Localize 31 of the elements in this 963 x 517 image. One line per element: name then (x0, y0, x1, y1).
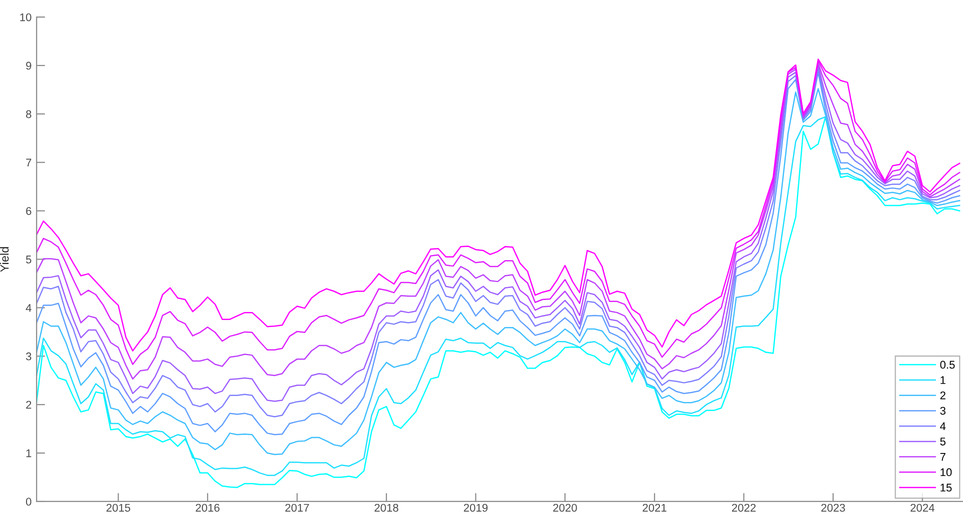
legend-label: 2 (940, 392, 946, 400)
y-tick-label: 2 (26, 400, 32, 409)
legend-label: 15 (940, 484, 952, 492)
x-tick-label: 2015 (106, 504, 130, 512)
x-tick-label: 2017 (285, 504, 309, 512)
x-tick-label: 2023 (821, 504, 845, 512)
x-tick-label: 2020 (553, 504, 577, 512)
legend-label: 10 (940, 468, 952, 476)
y-axis-title: Yield (0, 247, 9, 272)
y-tick-label: 9 (26, 62, 32, 70)
x-tick-label: 2022 (732, 504, 756, 512)
legend-label: 5 (940, 438, 946, 446)
x-tick-label: 2019 (464, 504, 488, 512)
y-tick-label: 5 (26, 256, 32, 264)
y-tick-label: 3 (26, 352, 32, 360)
legend-label: 3 (940, 406, 946, 415)
y-tick-label: 6 (26, 207, 32, 215)
legend-label: 0.5 (940, 360, 955, 369)
x-tick-label: 2016 (196, 504, 220, 512)
y-tick-label: 10 (20, 13, 32, 22)
y-tick-label: 0 (26, 498, 32, 506)
x-tick-label: 2018 (374, 504, 398, 512)
y-tick-label: 7 (26, 158, 32, 166)
y-tick-label: 4 (26, 304, 32, 312)
legend-label: 7 (940, 453, 946, 461)
x-tick-label: 2021 (642, 504, 666, 512)
x-tick-label: 2024 (910, 504, 934, 512)
y-tick-label: 8 (26, 110, 32, 118)
legend-label: 1 (940, 376, 946, 384)
y-tick-label: 1 (26, 449, 32, 458)
legend-label: 4 (940, 422, 946, 430)
